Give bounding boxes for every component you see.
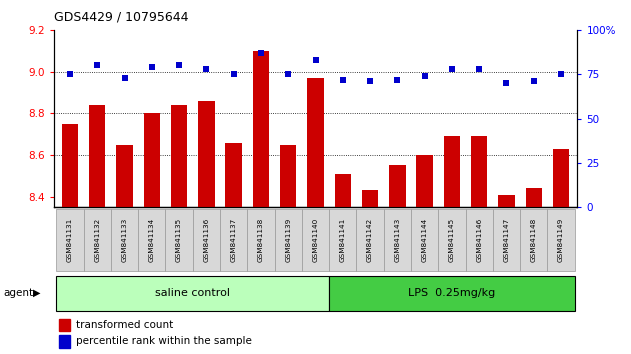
Point	[119, 75, 129, 81]
Point	[92, 63, 102, 68]
Bar	[466, 209, 493, 271]
Bar	[116, 145, 133, 354]
Text: GSM841135: GSM841135	[176, 218, 182, 262]
Bar	[144, 113, 160, 354]
Bar	[329, 276, 575, 312]
Bar	[165, 209, 192, 271]
Point	[365, 79, 375, 84]
Bar	[280, 145, 297, 354]
Bar	[547, 209, 575, 271]
Bar	[56, 276, 329, 312]
Bar	[384, 209, 411, 271]
Bar	[498, 195, 515, 354]
Point	[228, 72, 239, 77]
Text: GSM841145: GSM841145	[449, 218, 455, 262]
Bar	[307, 78, 324, 354]
Bar	[411, 209, 439, 271]
Text: transformed count: transformed count	[76, 320, 173, 330]
Text: saline control: saline control	[155, 288, 230, 298]
Point	[256, 50, 266, 56]
Bar	[471, 136, 487, 354]
Point	[474, 66, 484, 72]
Bar	[171, 105, 187, 354]
Bar	[357, 209, 384, 271]
Bar	[138, 209, 165, 271]
Text: GSM841141: GSM841141	[339, 218, 346, 262]
Text: percentile rank within the sample: percentile rank within the sample	[76, 336, 252, 346]
Bar	[59, 319, 71, 331]
Bar	[89, 105, 105, 354]
Text: GSM841144: GSM841144	[422, 218, 428, 262]
Text: GSM841139: GSM841139	[285, 218, 292, 262]
Bar	[59, 335, 71, 348]
Text: GSM841136: GSM841136	[203, 218, 209, 262]
Bar	[198, 101, 215, 354]
Point	[556, 72, 566, 77]
Point	[392, 77, 403, 82]
Bar	[416, 155, 433, 354]
Text: GSM841143: GSM841143	[394, 218, 400, 262]
Bar	[111, 209, 138, 271]
Bar	[56, 209, 84, 271]
Text: GSM841134: GSM841134	[149, 218, 155, 262]
Bar	[526, 188, 542, 354]
Text: agent: agent	[3, 288, 33, 298]
Bar	[389, 165, 406, 354]
Bar	[329, 209, 357, 271]
Point	[174, 63, 184, 68]
Bar	[225, 143, 242, 354]
Bar	[247, 209, 274, 271]
Text: GSM841131: GSM841131	[67, 218, 73, 262]
Text: GSM841149: GSM841149	[558, 218, 564, 262]
Point	[502, 80, 512, 86]
Bar	[302, 209, 329, 271]
Text: GSM841140: GSM841140	[312, 218, 319, 262]
Text: GSM841138: GSM841138	[258, 218, 264, 262]
Text: GSM841132: GSM841132	[94, 218, 100, 262]
Point	[447, 66, 457, 72]
Bar	[334, 174, 351, 354]
Point	[147, 64, 157, 70]
Bar	[520, 209, 547, 271]
Point	[310, 57, 321, 63]
Bar	[192, 209, 220, 271]
Text: GSM841137: GSM841137	[231, 218, 237, 262]
Bar	[253, 51, 269, 354]
Point	[201, 66, 211, 72]
Bar	[362, 190, 378, 354]
Bar	[553, 149, 569, 354]
Point	[283, 72, 293, 77]
Bar	[444, 136, 460, 354]
Bar	[62, 124, 78, 354]
Bar	[439, 209, 466, 271]
Point	[529, 79, 539, 84]
Point	[338, 77, 348, 82]
Bar	[493, 209, 520, 271]
Text: GSM841133: GSM841133	[122, 218, 127, 262]
Text: GSM841146: GSM841146	[476, 218, 482, 262]
Text: GSM841148: GSM841148	[531, 218, 537, 262]
Text: GDS4429 / 10795644: GDS4429 / 10795644	[54, 11, 188, 24]
Bar	[220, 209, 247, 271]
Point	[420, 73, 430, 79]
Point	[65, 72, 75, 77]
Text: GSM841147: GSM841147	[504, 218, 509, 262]
Text: GSM841142: GSM841142	[367, 218, 373, 262]
Bar	[84, 209, 111, 271]
Text: LPS  0.25mg/kg: LPS 0.25mg/kg	[408, 288, 495, 298]
Bar	[274, 209, 302, 271]
Text: ▶: ▶	[33, 288, 40, 298]
